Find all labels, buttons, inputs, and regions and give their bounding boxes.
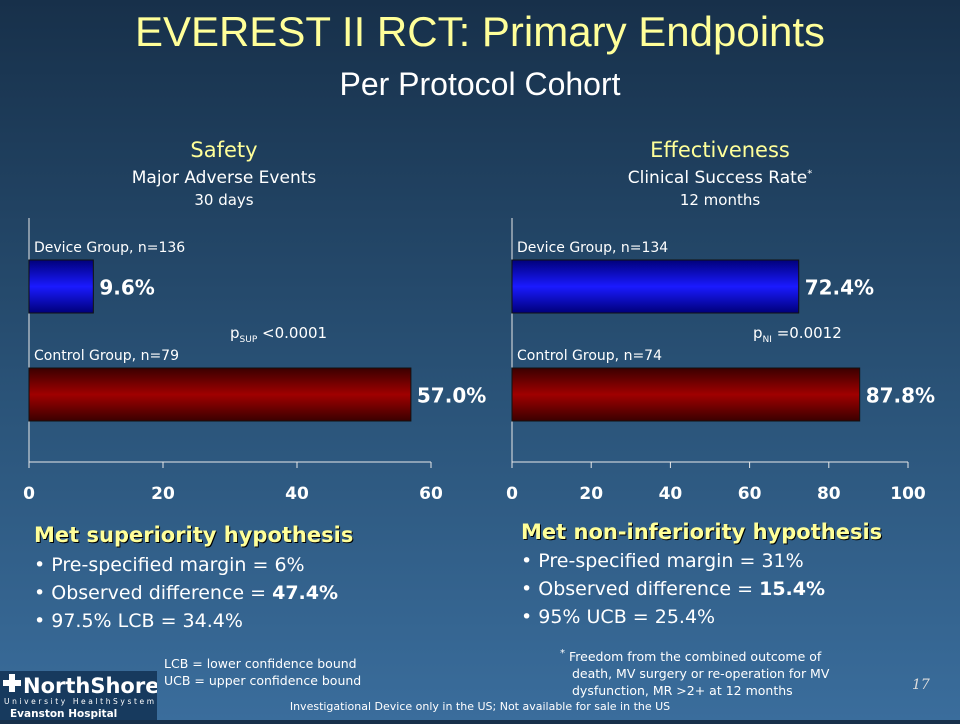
safety-tick-label: 40 bbox=[285, 484, 309, 504]
effectiveness-timeframe: 12 months bbox=[679, 191, 761, 209]
slide-subtitle: Per Protocol Cohort bbox=[339, 66, 621, 102]
safety-device-category-label: Device Group, n=136 bbox=[34, 240, 185, 256]
effectiveness-heading: Effectiveness bbox=[650, 138, 790, 162]
effectiveness-control-value-label: 87.8% bbox=[866, 384, 935, 408]
safety-tick-label: 20 bbox=[151, 484, 175, 504]
safety-chart: 0 20 40 60 Device Group, n=136 9.6% Control Gr… bbox=[23, 218, 486, 504]
superiority-result-title: Met superiority hypothesis bbox=[34, 523, 354, 547]
disclaimer: Investigational Device only in the US; N… bbox=[289, 700, 671, 713]
logo-tagline: University HealthSystem bbox=[4, 697, 157, 706]
safety-heading: Safety bbox=[190, 138, 258, 162]
safety-subheading: Major Adverse Events bbox=[131, 168, 317, 188]
logo-name: NorthShore bbox=[23, 674, 157, 698]
effectiveness-tick-label: 0 bbox=[506, 484, 518, 504]
safety-device-value-label: 9.6% bbox=[99, 276, 154, 300]
northshore-logo: NorthShore University HealthSystem Evans… bbox=[0, 671, 159, 720]
non-inferiority-result-title: Met non-inferiority hypothesis bbox=[521, 520, 883, 544]
effectiveness-device-category-label: Device Group, n=134 bbox=[517, 240, 668, 256]
effectiveness-p-value: pNI =0.0012 bbox=[753, 324, 842, 345]
effectiveness-footnote: * Freedom from the combined outcome of d… bbox=[560, 648, 830, 699]
effectiveness-panel-header: Effectiveness Clinical Success Rate* 12 … bbox=[520, 138, 920, 209]
effectiveness-device-value-label: 72.4% bbox=[805, 276, 874, 300]
safety-control-category-label: Control Group, n=79 bbox=[34, 348, 179, 364]
safety-timeframe: 30 days bbox=[194, 191, 254, 209]
effectiveness-control-category-label: Control Group, n=74 bbox=[517, 348, 662, 364]
logo-graphic: NorthShore University HealthSystem Evans… bbox=[0, 671, 159, 720]
list-item: Pre-specified margin = 31% bbox=[521, 550, 825, 572]
list-item: Observed difference = 47.4% bbox=[34, 582, 338, 604]
page-number: 17 bbox=[912, 677, 930, 693]
list-item: 95% UCB = 25.4% bbox=[521, 606, 825, 628]
safety-bullets: Pre-specified margin = 6% Observed diffe… bbox=[34, 554, 338, 638]
safety-control-bar bbox=[28, 367, 412, 422]
safety-tick-label: 0 bbox=[23, 484, 35, 504]
effectiveness-tick-label: 80 bbox=[817, 484, 841, 504]
list-item: 97.5% LCB = 34.4% bbox=[34, 610, 338, 632]
safety-device-bar bbox=[28, 259, 94, 314]
effectiveness-subheading: Clinical Success Rate* bbox=[627, 168, 813, 188]
effectiveness-tick-label: 100 bbox=[890, 484, 926, 504]
effectiveness-tick-label: 20 bbox=[579, 484, 603, 504]
abbreviation-footnote: LCB = lower confidence bound UCB = upper… bbox=[164, 656, 362, 688]
effectiveness-tick-label: 40 bbox=[659, 484, 683, 504]
list-item: Pre-specified margin = 6% bbox=[34, 554, 338, 576]
slide-title: EVEREST II RCT: Primary Endpoints bbox=[134, 8, 826, 55]
safety-control-value-label: 57.0% bbox=[417, 384, 486, 408]
asterisk-mark: * bbox=[807, 168, 813, 180]
effectiveness-chart: 0 20 40 60 80 100 Device Group, n=134 72.4% Cont… bbox=[506, 218, 935, 504]
effectiveness-control-bar bbox=[511, 367, 861, 422]
list-item: Observed difference = 15.4% bbox=[521, 578, 825, 600]
cross-icon bbox=[3, 674, 21, 692]
safety-panel-header: Safety Major Adverse Events 30 days bbox=[24, 138, 424, 209]
effectiveness-device-bar bbox=[511, 259, 800, 314]
effectiveness-bullets: Pre-specified margin = 31% Observed diff… bbox=[521, 550, 825, 634]
effectiveness-tick-label: 60 bbox=[738, 484, 762, 504]
safety-p-value: pSUP <0.0001 bbox=[230, 324, 328, 345]
safety-tick-label: 60 bbox=[419, 484, 443, 504]
logo-site: Evanston Hospital bbox=[10, 708, 117, 720]
